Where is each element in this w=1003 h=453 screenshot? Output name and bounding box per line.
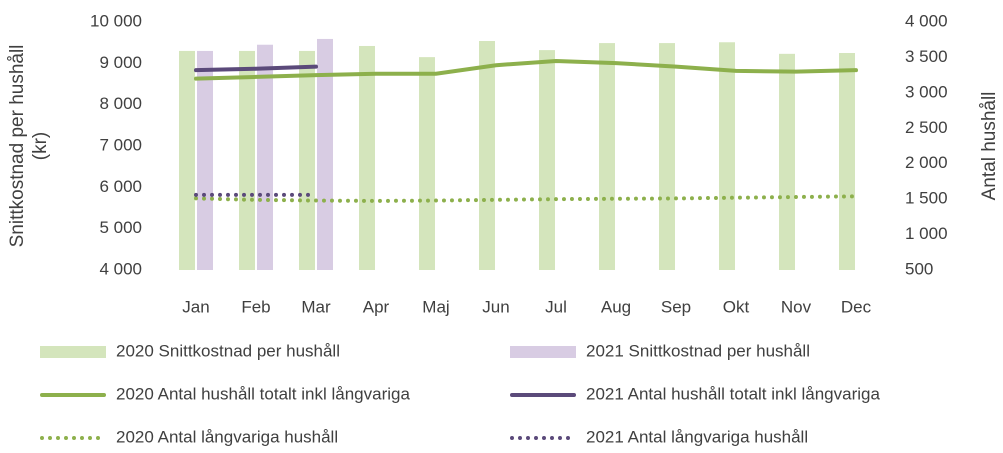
legend-swatch	[40, 346, 106, 358]
bar	[239, 50, 255, 270]
x-tick-label: Maj	[422, 297, 449, 316]
x-tick-label: Nov	[781, 297, 812, 316]
y2-tick-label: 1 500	[905, 189, 948, 208]
y-tick-label: 4 000	[99, 259, 142, 278]
y-tick-label: 5 000	[99, 218, 142, 237]
x-tick-label: Apr	[363, 297, 390, 316]
x-tick-label: Sep	[661, 297, 691, 316]
x-tick-label: Okt	[723, 297, 750, 316]
dotted-line	[194, 194, 858, 203]
x-tick-label: Jul	[545, 297, 567, 316]
y2-tick-label: 3 500	[905, 47, 948, 66]
y-axis-title: (kr)	[30, 132, 51, 160]
bar	[197, 50, 213, 270]
bar	[419, 57, 435, 271]
bar	[839, 53, 855, 270]
legend-label: 2020 Snittkostnad per hushåll	[116, 341, 340, 360]
y2-tick-label: 1 000	[905, 224, 948, 243]
line	[194, 64, 318, 73]
y2-tick-label: 2 500	[905, 118, 948, 137]
y-tick-label: 10 000	[90, 11, 142, 30]
legend-swatch	[510, 346, 576, 358]
line	[194, 58, 858, 81]
legend-label: 2020 Antal långvariga hushåll	[116, 427, 338, 446]
bar	[599, 43, 615, 270]
legend-label: 2021 Antal hushåll totalt inkl långvarig…	[586, 384, 880, 403]
bar	[719, 42, 735, 271]
y-tick-label: 6 000	[99, 177, 142, 196]
bar	[539, 50, 555, 271]
y2-tick-label: 2 000	[905, 153, 948, 172]
x-tick-label: Mar	[301, 297, 331, 316]
bar	[257, 44, 273, 270]
y2-tick-label: 3 000	[905, 82, 948, 101]
bar	[659, 43, 675, 270]
y-tick-label: 9 000	[99, 53, 142, 72]
bar	[179, 50, 195, 270]
y2-axis-title: Antal hushåll	[979, 92, 1000, 201]
x-tick-label: Aug	[601, 297, 631, 316]
legend-label: 2021 Antal långvariga hushåll	[586, 427, 808, 446]
bar	[779, 53, 795, 271]
bar	[479, 41, 495, 270]
x-tick-label: Jan	[182, 297, 209, 316]
x-tick-label: Jun	[482, 297, 509, 316]
legend-label: 2021 Snittkostnad per hushåll	[586, 341, 810, 360]
bar	[299, 50, 315, 270]
bar	[317, 38, 333, 270]
y2-tick-label: 4 000	[905, 11, 948, 30]
y-tick-label: 7 000	[99, 135, 142, 154]
x-tick-label: Feb	[241, 297, 270, 316]
y-tick-label: 8 000	[99, 94, 142, 113]
bar	[359, 45, 375, 271]
y2-tick-label: 500	[905, 259, 933, 278]
y-axis-title: Snittkostnad per hushåll	[7, 45, 28, 248]
x-tick-label: Dec	[841, 297, 872, 316]
legend-label: 2020 Antal hushåll totalt inkl långvarig…	[116, 384, 410, 403]
